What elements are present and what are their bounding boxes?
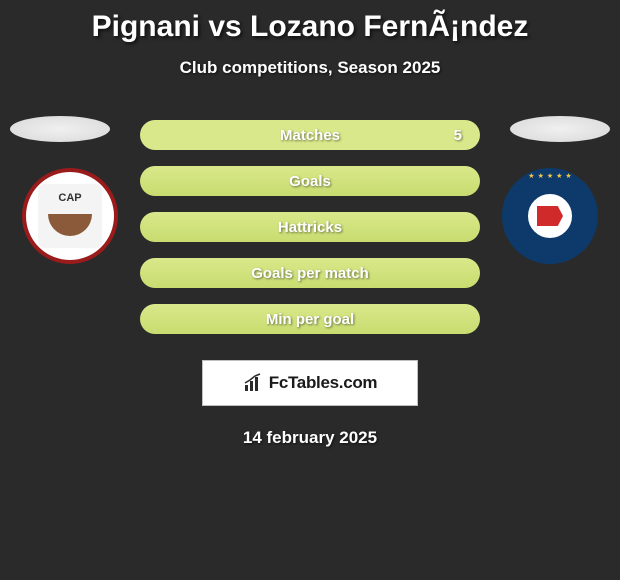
- page-title: Pignani vs Lozano FernÃ¡ndez: [92, 10, 529, 44]
- chart-icon: [243, 373, 263, 393]
- brand-box[interactable]: FcTables.com: [202, 360, 418, 406]
- stat-label: Min per goal: [266, 311, 354, 328]
- stat-label: Goals: [289, 173, 331, 190]
- club-badge-right-inner: [520, 186, 580, 246]
- footer-date: 14 february 2025: [243, 428, 377, 448]
- club-badge-left-shield: CAP: [38, 184, 102, 248]
- main-area: CAP ★ ★ ★ ★ ★ Matches 5 Goals Hatt: [0, 120, 620, 448]
- star-icon: ★: [528, 172, 534, 180]
- club-badge-left-text: CAP: [58, 192, 81, 204]
- stat-row-hattricks: Hattricks: [140, 212, 480, 242]
- player-left-oval: [10, 116, 110, 142]
- club-badge-right-flag: [537, 206, 563, 226]
- stat-label: Hattricks: [278, 219, 342, 236]
- stat-row-matches: Matches 5: [140, 120, 480, 150]
- comparison-card: Pignani vs Lozano FernÃ¡ndez Club compet…: [0, 0, 620, 458]
- page-subtitle: Club competitions, Season 2025: [180, 58, 441, 78]
- star-icon: ★: [547, 172, 553, 180]
- stat-label: Matches: [280, 127, 340, 144]
- club-badge-right-stars: ★ ★ ★ ★ ★: [528, 172, 571, 180]
- star-icon: ★: [556, 172, 562, 180]
- club-badge-right: ★ ★ ★ ★ ★: [502, 168, 598, 264]
- club-badge-left: CAP: [22, 168, 118, 264]
- stat-value-right: 5: [454, 127, 462, 144]
- brand-text: FcTables.com: [269, 373, 378, 393]
- stat-row-min-per-goal: Min per goal: [140, 304, 480, 334]
- club-badge-left-stripe: [48, 214, 92, 236]
- star-icon: ★: [538, 172, 544, 180]
- stat-label: Goals per match: [251, 265, 369, 282]
- player-right-oval: [510, 116, 610, 142]
- stat-row-goals-per-match: Goals per match: [140, 258, 480, 288]
- stat-row-goals: Goals: [140, 166, 480, 196]
- star-icon: ★: [565, 172, 571, 180]
